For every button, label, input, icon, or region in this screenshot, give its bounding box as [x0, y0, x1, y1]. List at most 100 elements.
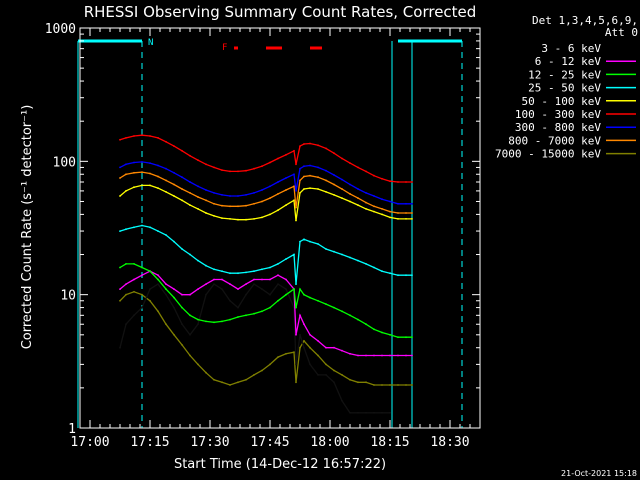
series-4-point-22 [293, 199, 295, 202]
series-3-point-7 [173, 240, 175, 243]
series-line-1 [119, 270, 412, 357]
series-1-point-20 [277, 274, 279, 277]
series-8-point-5 [157, 310, 159, 313]
series-2-point-0 [119, 266, 121, 269]
series-4-point-23 [295, 219, 297, 222]
series-8-point-21 [285, 352, 287, 355]
series-0-point-15 [237, 306, 239, 309]
series-6-point-15 [237, 195, 239, 197]
series-1-point-13 [221, 278, 223, 281]
y-tick-label: 1 [68, 422, 76, 437]
series-1-point-35 [381, 354, 383, 357]
series-6-point-38 [405, 202, 407, 205]
series-3-point-24 [299, 240, 301, 243]
series-8-point-4 [149, 299, 151, 302]
series-8-point-10 [197, 363, 199, 366]
series-8-point-29 [333, 369, 335, 372]
y-tick-label: 10 [60, 289, 76, 304]
series-8-point-31 [349, 378, 351, 381]
series-2-point-12 [213, 321, 215, 324]
series-2-point-17 [253, 312, 255, 315]
series-4-point-37 [397, 218, 399, 220]
series-2-point-20 [277, 299, 279, 302]
series-1-point-3 [141, 274, 143, 277]
series-3-point-25 [303, 238, 305, 241]
series-1-point-18 [261, 278, 263, 281]
series-4-point-35 [381, 213, 383, 216]
series-8-point-14 [229, 384, 231, 386]
series-0-point-23 [295, 363, 297, 366]
series-4-point-10 [197, 208, 199, 210]
series-8-point-15 [237, 381, 239, 384]
series-8-point-16 [245, 378, 247, 381]
y-axis-label: Corrected Count Rate (s⁻¹ detector⁻¹) [20, 105, 35, 350]
series-6-point-30 [341, 178, 343, 181]
series-8-point-8 [181, 344, 183, 346]
series-7-point-10 [197, 196, 199, 198]
series-5-point-32 [357, 166, 359, 169]
series-7-point-30 [341, 188, 343, 190]
series-2-point-37 [397, 336, 399, 339]
series-1-point-16 [245, 283, 247, 285]
series-5-point-18 [261, 165, 263, 168]
series-6-point-3 [141, 161, 143, 163]
series-2-point-33 [365, 323, 367, 326]
series-8-point-18 [261, 369, 263, 372]
series-5-point-27 [317, 144, 319, 147]
series-6-point-7 [173, 171, 175, 174]
series-0-point-32 [357, 411, 359, 414]
series-2-point-24 [299, 288, 301, 290]
series-2-point-6 [165, 288, 167, 290]
series-2-point-14 [229, 318, 231, 321]
series-2-point-28 [325, 303, 327, 305]
series-2-point-1 [125, 263, 127, 265]
x-tick-label: 17:15 [130, 435, 169, 450]
series-6-point-31 [349, 183, 351, 186]
series-4-point-31 [349, 200, 351, 203]
series-6-point-26 [309, 164, 311, 167]
series-line-4 [119, 184, 412, 221]
series-7-point-28 [325, 179, 327, 182]
series-5-point-15 [237, 170, 239, 173]
series-6-point-11 [205, 189, 207, 191]
series-3-point-26 [309, 240, 311, 243]
series-7-point-33 [365, 201, 367, 204]
series-7-point-8 [181, 188, 183, 190]
series-3-point-31 [349, 256, 351, 259]
series-7-point-21 [285, 189, 287, 191]
series-4-point-32 [357, 204, 359, 207]
series-1-point-1 [125, 283, 127, 285]
series-8-point-12 [213, 378, 215, 381]
series-1-point-38 [405, 354, 407, 357]
series-1-point-17 [253, 278, 255, 281]
series-line-8 [119, 291, 412, 386]
series-0-point-33 [365, 411, 367, 414]
series-3-point-2 [133, 226, 135, 229]
series-line-2 [119, 263, 412, 338]
series-4-point-33 [365, 208, 367, 210]
series-2-point-18 [261, 310, 263, 313]
series-6-point-32 [357, 188, 359, 190]
series-4-point-11 [205, 212, 207, 214]
series-8-point-39 [411, 384, 413, 386]
series-0-point-7 [173, 306, 175, 309]
series-6-point-35 [381, 198, 383, 201]
series-6-point-5 [157, 164, 159, 167]
series-1-point-5 [157, 274, 159, 277]
series-5-point-34 [373, 174, 375, 177]
legend-entry-label: 12 - 25 keV [528, 68, 601, 81]
series-1-point-29 [333, 346, 335, 349]
series-7-point-1 [125, 173, 127, 176]
series-line-5 [119, 134, 412, 183]
series-6-point-39 [411, 202, 413, 205]
series-8-point-34 [373, 384, 375, 386]
series-7-point-29 [333, 183, 335, 186]
legend-entry-label: 7000 - 15000 keV [495, 148, 601, 161]
series-4-point-20 [277, 209, 279, 212]
series-5-point-19 [269, 161, 271, 164]
series-3-point-16 [245, 271, 247, 274]
series-5-point-21 [285, 153, 287, 156]
series-0-point-35 [381, 411, 383, 414]
series-3-point-28 [325, 248, 327, 250]
series-6-point-9 [189, 181, 191, 183]
